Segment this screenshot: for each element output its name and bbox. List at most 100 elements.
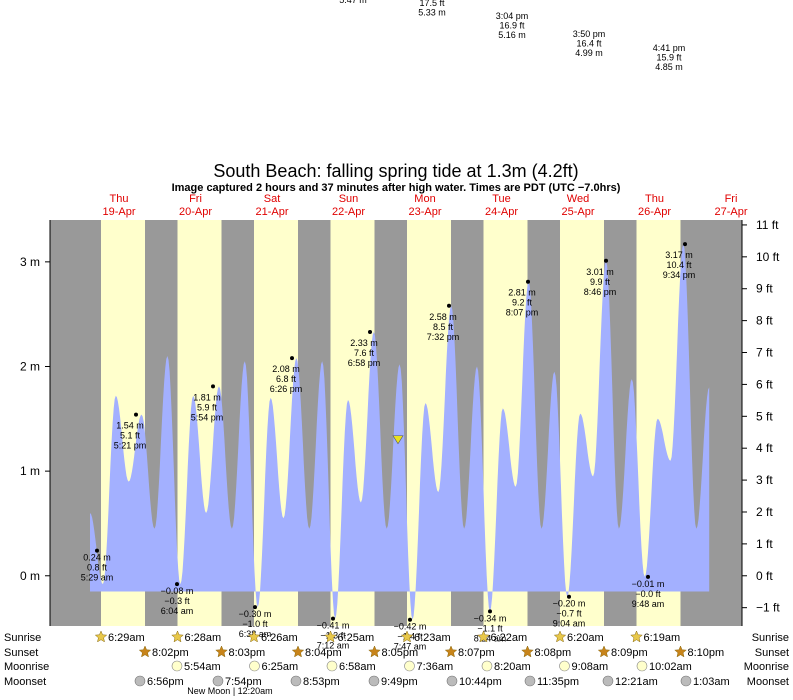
extreme-ft-label: −0.7 ft bbox=[556, 609, 582, 619]
row-label-right: Moonrise bbox=[744, 661, 789, 673]
day-labels-group: Thu19-AprFri20-AprSat21-AprSun22-AprMon2… bbox=[102, 193, 747, 218]
right-tick-label: −1 ft bbox=[756, 601, 780, 615]
star-icon bbox=[247, 630, 261, 643]
extreme-ft-label: 0.8 ft bbox=[87, 563, 108, 573]
sunrise-time: 6:29am bbox=[108, 632, 145, 644]
moonset-icon bbox=[368, 675, 380, 687]
extreme-ft-label: 6.8 ft bbox=[276, 374, 297, 384]
extreme-time-label: 9:04 am bbox=[553, 619, 586, 629]
extreme-ft-label: −1.0 ft bbox=[242, 619, 268, 629]
extreme-time-label: 7:47 am bbox=[394, 642, 427, 652]
star-icon bbox=[553, 630, 567, 643]
right-tick-label: 10 ft bbox=[756, 250, 780, 264]
star-icon bbox=[674, 645, 687, 658]
day-weekday-label: Sun bbox=[339, 193, 359, 205]
overflow-label: 5.47 m bbox=[339, 0, 367, 5]
tide-area-group bbox=[90, 244, 710, 620]
extreme-time-label: 8:46 pm bbox=[584, 287, 617, 297]
extreme-m-label: 3.01 m bbox=[586, 267, 614, 277]
extreme-time-label: 5:21 pm bbox=[114, 441, 147, 451]
extreme-dot bbox=[567, 594, 571, 599]
extreme-time-label: 5:54 pm bbox=[191, 412, 224, 422]
moonset-time: 1:03am bbox=[693, 676, 730, 688]
left-tick-label: 2 m bbox=[20, 359, 40, 373]
sunset-time: 8:09pm bbox=[611, 647, 648, 659]
star-icon bbox=[630, 630, 643, 643]
extreme-ft-label: −0.0 ft bbox=[635, 589, 661, 599]
extreme-ft-label: 10.4 ft bbox=[666, 260, 692, 270]
sunset-time: 8:03pm bbox=[229, 647, 266, 659]
extreme-time-label: 7:12 am bbox=[317, 641, 350, 651]
new-moon-note: New Moon | 12:20am bbox=[187, 686, 272, 696]
extreme-m-label: 2.58 m bbox=[429, 312, 457, 322]
moonrise-icon bbox=[249, 660, 260, 672]
extreme-dot bbox=[175, 582, 179, 587]
right-tick-label: 11 ft bbox=[756, 218, 779, 232]
moonrise-time: 6:58am bbox=[339, 661, 376, 673]
extreme-ft-label: 7.6 ft bbox=[354, 348, 375, 358]
moonset-time: 8:53pm bbox=[303, 676, 340, 688]
row-label-left: Sunset bbox=[4, 647, 38, 659]
day-weekday-label: Sat bbox=[264, 193, 281, 205]
extreme-time-label: 5:29 am bbox=[81, 573, 114, 583]
moonset-icon bbox=[212, 675, 224, 687]
extreme-m-label: −0.30 m bbox=[239, 609, 272, 619]
extreme-dot bbox=[134, 412, 138, 417]
extreme-m-label: −0.42 m bbox=[394, 622, 427, 632]
extreme-m-label: −0.34 m bbox=[474, 613, 507, 623]
extreme-dot bbox=[331, 616, 335, 621]
extreme-dot bbox=[408, 617, 412, 622]
moonrise-time: 10:02am bbox=[649, 661, 692, 673]
star-icon bbox=[597, 645, 611, 658]
overflow-label: 5.33 m bbox=[418, 8, 446, 18]
extreme-ft-label: 5.9 ft bbox=[197, 402, 218, 412]
extreme-m-label: 0.24 m bbox=[83, 553, 111, 563]
extreme-time-label: 7:32 pm bbox=[427, 332, 460, 342]
day-date-label: 24-Apr bbox=[485, 206, 518, 218]
extreme-time-label: 6:58 pm bbox=[348, 358, 381, 368]
day-date-label: 21-Apr bbox=[255, 206, 288, 218]
right-tick-label: 4 ft bbox=[756, 441, 773, 455]
day-weekday-label: Wed bbox=[567, 193, 589, 205]
sunrise-time: 6:22am bbox=[491, 632, 528, 644]
moonset-icon bbox=[134, 675, 146, 687]
moonrise-time: 8:20am bbox=[494, 661, 531, 673]
extreme-m-label: 3.17 m bbox=[665, 250, 693, 260]
row-label-right: Sunset bbox=[755, 647, 789, 659]
overflow-label: 5.16 m bbox=[498, 30, 526, 40]
extreme-m-label: 2.33 m bbox=[350, 338, 378, 348]
day-date-label: 26-Apr bbox=[638, 206, 671, 218]
star-icon bbox=[324, 630, 337, 643]
day-date-label: 25-Apr bbox=[561, 206, 594, 218]
extreme-dot bbox=[447, 303, 451, 308]
extreme-ft-label: 8.5 ft bbox=[433, 322, 454, 332]
extreme-dot bbox=[604, 258, 608, 263]
extreme-m-label: −0.01 m bbox=[632, 579, 665, 589]
extreme-dot bbox=[368, 329, 372, 334]
moonset-icon bbox=[446, 675, 458, 687]
day-weekday-label: Tue bbox=[492, 193, 511, 205]
extreme-dot bbox=[646, 574, 650, 579]
star-icon bbox=[94, 630, 108, 643]
extreme-time-label: 8:24 am bbox=[474, 633, 507, 643]
extreme-dot bbox=[95, 548, 99, 553]
moonrise-time: 5:54am bbox=[184, 661, 221, 673]
moonset-time: 7:54pm bbox=[225, 676, 262, 688]
extreme-m-label: 2.81 m bbox=[508, 288, 536, 298]
moonrise-icon bbox=[171, 660, 183, 672]
extreme-dot bbox=[290, 356, 294, 361]
moonset-icon bbox=[290, 675, 302, 687]
moonset-icon bbox=[602, 675, 614, 687]
sunset-time: 8:02pm bbox=[152, 647, 189, 659]
star-icon bbox=[291, 645, 305, 658]
star-icon bbox=[171, 630, 184, 643]
astro-rows-group: Sunrise Sunrise Sunset Sunset Moonrise Moonri… bbox=[4, 630, 789, 696]
row-label-left: Sunrise bbox=[4, 632, 41, 644]
sunset-time: 8:05pm bbox=[382, 647, 419, 659]
extreme-time-label: 8:07 pm bbox=[506, 308, 539, 318]
right-tick-label: 7 ft bbox=[756, 346, 773, 360]
left-tick-label: 1 m bbox=[20, 464, 40, 478]
extreme-m-label: 1.54 m bbox=[116, 421, 144, 431]
moonrise-icon bbox=[326, 660, 338, 672]
star-icon bbox=[215, 645, 228, 658]
